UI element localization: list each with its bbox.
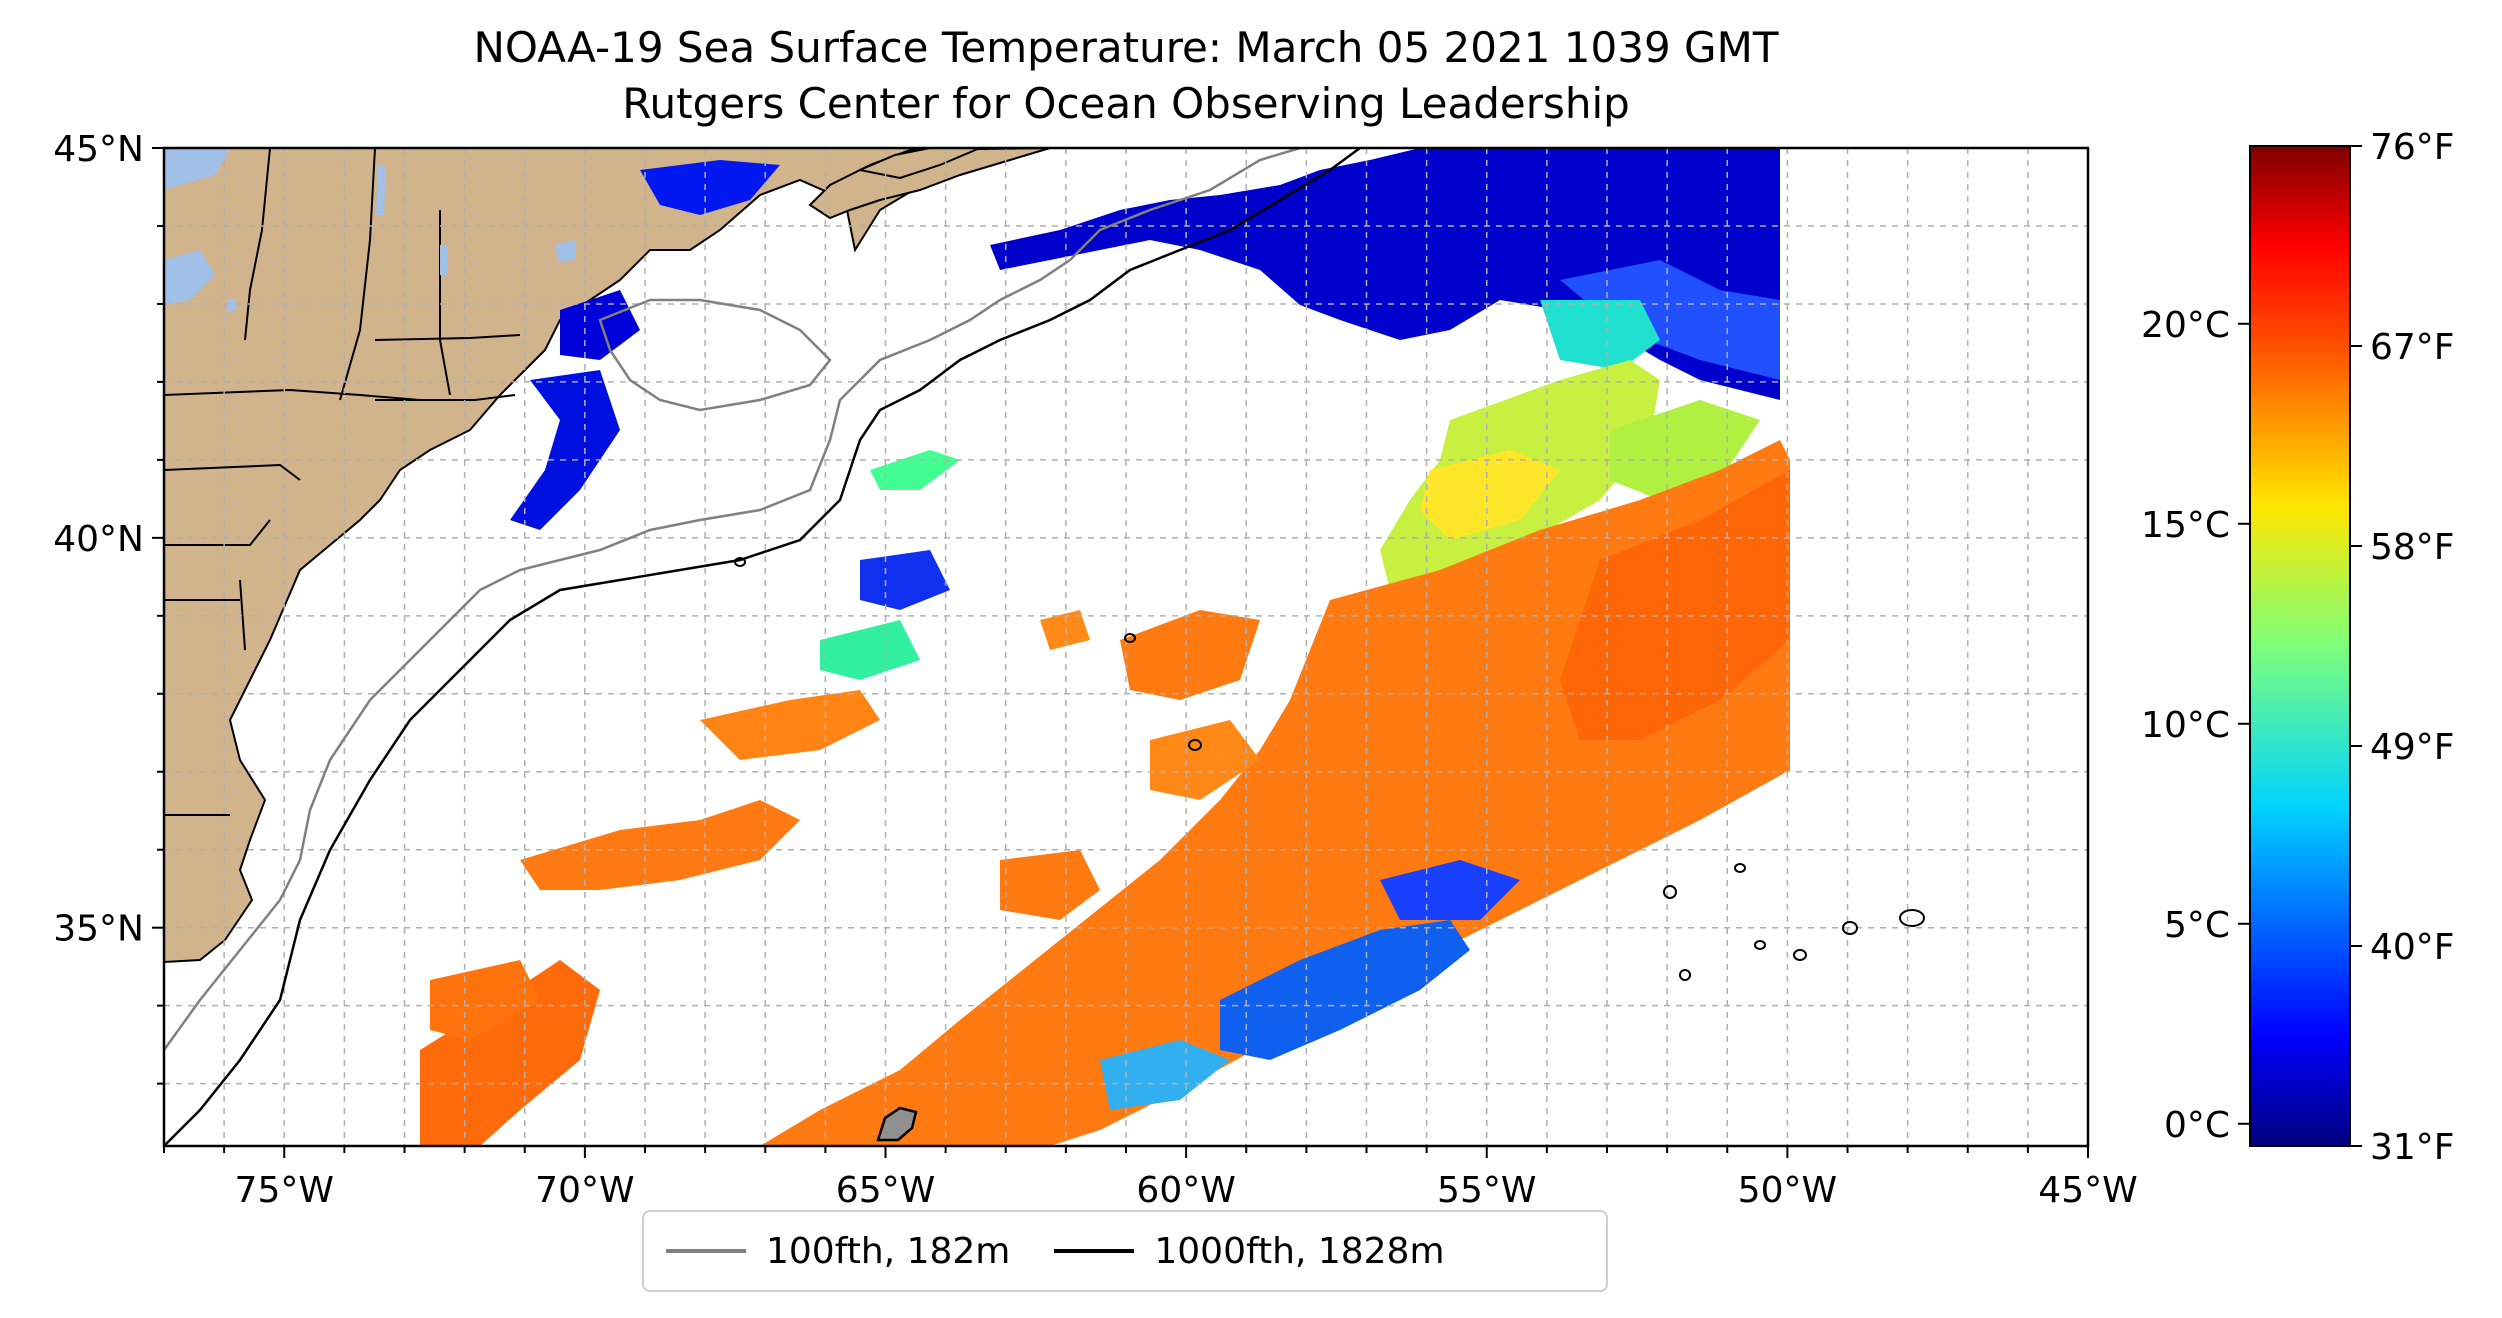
lon-tick-label: 45°W <box>2038 1170 2137 1211</box>
lakes <box>164 150 575 312</box>
isobath-1000fth-line <box>164 148 1361 1146</box>
fahrenheit-tick-label: 58°F <box>2370 527 2455 568</box>
map-legend: 100fth, 182m 1000fth, 1828m <box>642 1210 1608 1292</box>
fahrenheit-tick-label: 31°F <box>2370 1127 2455 1168</box>
map-subtitle: Rutgers Center for Ocean Observing Leade… <box>622 79 1630 128</box>
fahrenheit-tick-label: 49°F <box>2370 727 2455 768</box>
seamounts <box>734 557 1925 981</box>
lat-tick-label: 40°N <box>53 519 144 560</box>
lon-tick-label: 75°W <box>235 1170 334 1211</box>
celsius-tick-label: 20°C <box>2141 305 2230 346</box>
celsius-tick-label: 15°C <box>2141 505 2230 546</box>
land-cape-breton <box>856 148 981 180</box>
bermuda-outline <box>876 1106 918 1142</box>
celsius-tick-label: 0°C <box>2164 1105 2230 1146</box>
lat-tick-label: 45°N <box>53 129 144 170</box>
colorbar <box>2249 145 2351 1147</box>
fahrenheit-tick-label: 40°F <box>2370 927 2455 968</box>
map-gridlines <box>164 148 2088 1146</box>
legend-swatch-100fth <box>666 1249 746 1253</box>
isobath-100fth-banks <box>598 298 832 412</box>
legend-item-1000fth: 1000fth, 1828m <box>1054 1230 1445 1272</box>
lon-tick-label: 55°W <box>1437 1170 1536 1211</box>
map-axis-ticks: 75°W 70°W 65°W 60°W 55°W 50°W 45°W 45°N 40°N 35°N <box>53 129 2137 1211</box>
celsius-tick-label: 10°C <box>2141 705 2230 746</box>
legend-label-1000fth: 1000fth, 1828m <box>1154 1230 1445 1272</box>
colorbar-ticks: 31°F 40°F 49°F 58°F 67°F 76°F 0°C 5°C 10°C 15°C 20… <box>2141 127 2454 1168</box>
legend-item-100fth: 100fth, 182m <box>666 1231 1010 1272</box>
map-title: NOAA-19 Sea Surface Temperature: March 0… <box>473 23 1779 72</box>
lon-tick-label: 60°W <box>1136 1170 1235 1211</box>
fahrenheit-tick-label: 76°F <box>2370 127 2455 168</box>
legend-label-100fth: 100fth, 182m <box>766 1230 1011 1272</box>
legend-swatch-1000fth <box>1054 1249 1135 1253</box>
lon-tick-label: 50°W <box>1738 1170 1837 1211</box>
fahrenheit-tick-label: 67°F <box>2370 327 2455 368</box>
lat-tick-label: 35°N <box>53 909 144 950</box>
lon-tick-label: 65°W <box>836 1170 935 1211</box>
lon-tick-label: 70°W <box>535 1170 634 1211</box>
isobath-100fth-line <box>164 148 1301 1051</box>
celsius-tick-label: 5°C <box>2164 905 2230 946</box>
